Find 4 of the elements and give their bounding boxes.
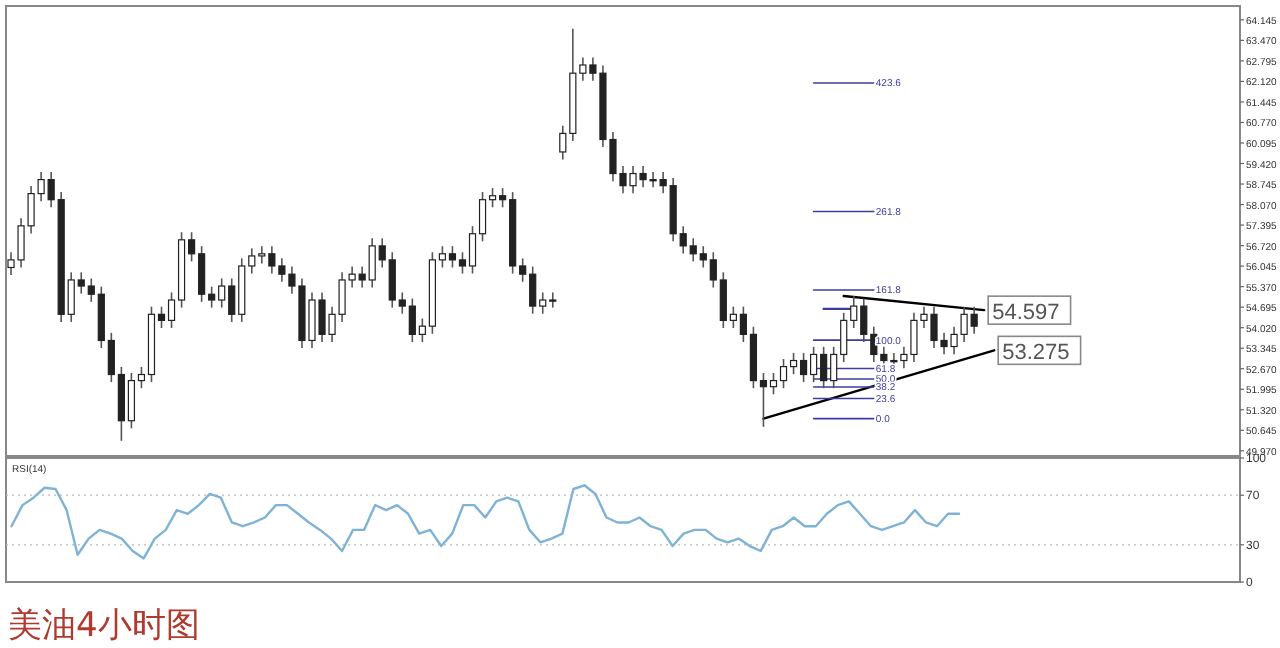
data-label: 54.597 bbox=[992, 301, 1060, 326]
data-label: 53.275 bbox=[1002, 341, 1070, 366]
line-series bbox=[10, 484, 961, 560]
text: 美油4小时图 bbox=[8, 606, 200, 646]
